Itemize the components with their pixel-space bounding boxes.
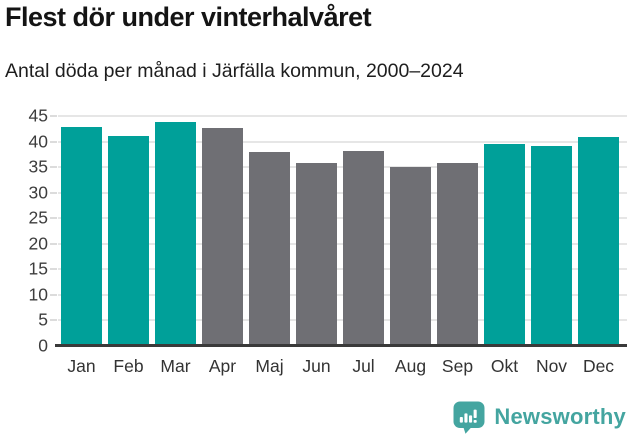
y-axis-label-35: 35 [28,156,48,177]
newsworthy-speech-bubble-bar-chart-icon [453,401,485,434]
gridline-10 [58,293,627,296]
gridline-15 [58,268,627,271]
y-axis-label-10: 10 [28,284,48,305]
bar-sep [437,162,478,346]
newsworthy-logo: Newsworthy [452,400,626,434]
gridline-5 [58,319,627,322]
gridline-30 [58,191,627,194]
bar-jul [343,150,384,346]
newsworthy-wordmark: Newsworthy [494,404,626,429]
plot-area: 0 5 10 15 20 25 30 35 40 45 [29,106,627,356]
x-axis-label-aug: Aug [394,356,427,376]
x-axis-labels: Jan Feb Mar Apr Maj Jun Jul Aug Sep Okt Nov Dec [58,356,627,380]
y-tick-40 [50,140,57,143]
bar-apr [202,128,243,346]
bar-jun [296,163,337,346]
x-axis-label-jul: Jul [352,356,375,376]
gridline-25 [58,217,627,220]
x-axis-label-sep: Sep [441,356,474,376]
y-tick-5 [50,319,57,322]
y-tick-20 [50,242,57,245]
y-axis-label-25: 25 [28,207,48,228]
bar-okt [484,144,525,346]
y-tick-10 [50,293,57,296]
y-axis-label-40: 40 [28,131,48,152]
x-axis-label-mar: Mar [160,356,191,376]
x-axis-label-jan: Jan [67,356,96,376]
bar-feb [108,136,149,346]
bar-aug [390,166,431,346]
gridline-20 [58,242,627,245]
x-axis-label-feb: Feb [113,356,144,376]
x-axis-label-jun: Jun [302,356,331,376]
x-axis-label-apr: Apr [208,356,237,376]
y-tick-15 [50,268,57,271]
x-axis-label-dec: Dec [582,356,615,376]
y-axis-label-15: 15 [28,258,48,279]
bar-jan [61,126,102,346]
y-tick-25 [50,217,57,220]
bar-dec [578,136,619,346]
y-axis-label-5: 5 [38,309,48,330]
x-axis-line [55,344,627,347]
chart-title: Flest dör under vinterhalvåret [5,2,372,32]
x-axis-label-nov: Nov [535,356,568,376]
bar-maj [249,151,290,346]
x-axis-label-maj: Maj [255,356,284,376]
gridline-45 [58,115,627,117]
y-axis-label-0: 0 [38,335,48,356]
y-axis-label-30: 30 [28,182,48,203]
x-axis-label-okt: Okt [490,356,519,376]
y-tick-30 [50,191,57,194]
y-axis-label-20: 20 [28,233,48,254]
gridline-35 [58,166,627,169]
bar-nov [531,146,572,346]
chart-subtitle: Antal döda per månad i Järfälla kommun, … [5,60,464,82]
y-tick-35 [50,166,57,169]
bar-mar [155,122,196,346]
gridline-40 [58,140,627,143]
y-axis-label-45: 45 [28,105,48,126]
y-tick-45 [50,115,57,117]
